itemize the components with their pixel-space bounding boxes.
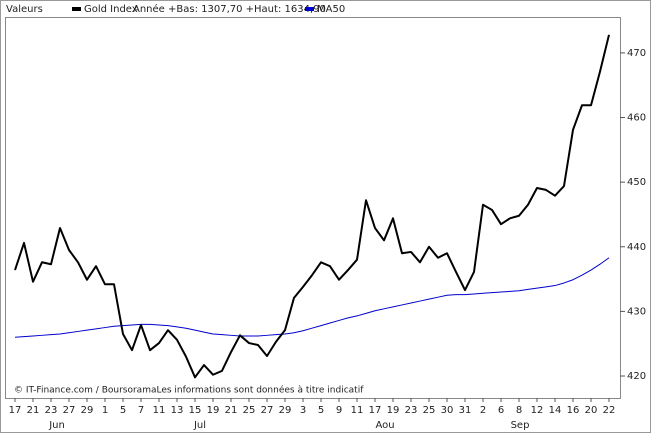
x-tick-label: 30: [441, 405, 454, 416]
x-tick-label: 22: [603, 405, 616, 416]
month-label: Jun: [48, 420, 65, 431]
x-tick-label: 9: [336, 405, 342, 416]
x-tick-label: 21: [27, 405, 40, 416]
x-tick-label: 23: [405, 405, 418, 416]
x-tick-label: 19: [387, 405, 400, 416]
footnote: © IT-Finance.com / BoursoramaLes informa…: [14, 385, 364, 396]
month-label: Jul: [193, 420, 206, 431]
legend-swatch: [72, 7, 81, 11]
x-tick-label: 29: [81, 405, 94, 416]
x-tick-label: 19: [207, 405, 220, 416]
header-range: Année +Bas: 1307,70 +Haut: 1634,90: [133, 3, 326, 15]
x-tick-label: 3: [300, 405, 306, 416]
x-tick-label: 13: [171, 405, 184, 416]
x-tick-label: 11: [153, 405, 166, 416]
x-tick-label: 29: [279, 405, 292, 416]
legend-label: Gold Index: [84, 4, 138, 15]
header-label: Valeurs: [6, 4, 43, 15]
x-tick-label: 25: [423, 405, 436, 416]
x-tick-label: 5: [318, 405, 324, 416]
y-tick-label: 450: [627, 177, 646, 188]
x-tick-label: 27: [261, 405, 274, 416]
x-tick-label: 20: [585, 405, 598, 416]
y-tick-label: 430: [627, 306, 646, 317]
series-line: [14, 34, 610, 379]
x-tick-label: 1: [102, 405, 108, 416]
x-tick-label: 17: [369, 405, 382, 416]
month-label: Sep: [511, 420, 530, 431]
y-tick-label: 460: [627, 113, 646, 124]
x-tick-label: 27: [63, 405, 76, 416]
x-tick-label: 14: [549, 405, 562, 416]
month-label: Aou: [375, 420, 394, 431]
x-tick-label: 25: [243, 405, 256, 416]
y-tick-label: 440: [627, 242, 646, 253]
x-tick-label: 6: [498, 405, 504, 416]
legend-label: MA50: [317, 4, 345, 15]
legend-swatch: [305, 7, 314, 11]
x-tick-label: 21: [225, 405, 238, 416]
x-tick-label: 5: [120, 405, 126, 416]
x-tick-label: 16: [567, 405, 580, 416]
y-tick-label: 470: [627, 48, 646, 59]
x-tick-label: 11: [351, 405, 364, 416]
x-tick-label: 7: [138, 405, 144, 416]
x-tick-label: 23: [45, 405, 58, 416]
x-tick-label: 2: [480, 405, 486, 416]
plot-area: [5, 17, 621, 399]
x-tick-label: 17: [9, 405, 22, 416]
series-line: [14, 257, 610, 338]
x-tick-label: 15: [189, 405, 202, 416]
x-tick-label: 31: [459, 405, 472, 416]
x-tick-label: 12: [531, 405, 544, 416]
x-tick-label: 8: [516, 405, 522, 416]
y-tick-label: 420: [627, 371, 646, 382]
